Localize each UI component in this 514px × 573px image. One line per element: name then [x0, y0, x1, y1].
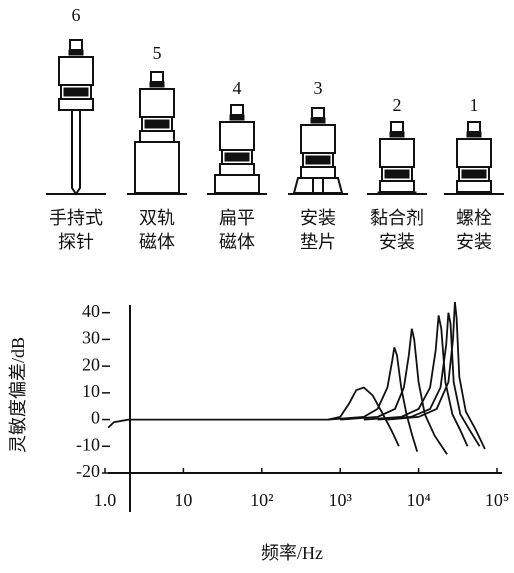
mount-label: 黏合剂: [370, 208, 424, 228]
band-dark: [64, 88, 88, 96]
connector: [391, 122, 403, 132]
response-curve: [387, 302, 485, 449]
connector-nut: [467, 132, 481, 137]
band-dark: [145, 120, 169, 128]
x-tick-label: 10²: [250, 490, 273, 510]
x-tick-label: 10⁵: [485, 490, 509, 510]
x-tick-label: 10: [174, 490, 192, 510]
response-curve: [378, 313, 480, 447]
pad-stud: [313, 178, 323, 193]
mount-number: 4: [233, 78, 242, 98]
band-dark: [385, 170, 409, 178]
body: [140, 89, 174, 117]
mount-label: 安装: [456, 232, 492, 252]
hex-base: [301, 167, 335, 178]
stud: [457, 192, 491, 193]
connector: [231, 105, 243, 115]
y-tick-label: -20: [76, 461, 100, 481]
adhesive: [378, 192, 416, 193]
mount-label: 磁体: [139, 232, 175, 252]
y-tick-label: -10: [76, 434, 100, 454]
mount-label: 螺栓: [456, 208, 492, 228]
body: [380, 139, 414, 167]
connector-nut: [69, 50, 83, 55]
mount-number: 6: [72, 5, 81, 25]
probe: [72, 110, 80, 194]
connector: [151, 72, 163, 82]
y-tick-label: 20: [82, 354, 100, 374]
y-tick-label: 30: [82, 328, 100, 348]
mount-number: 1: [470, 95, 479, 115]
magnet: [135, 142, 179, 193]
band-dark: [225, 153, 249, 161]
y-axis-label: 灵敏度偏差/dB: [8, 337, 28, 453]
x-axis-label: 频率/Hz: [261, 543, 323, 563]
mount-number: 5: [153, 43, 162, 63]
connector: [312, 108, 324, 118]
mount-label: 安装: [300, 208, 336, 228]
flat-magnet: [215, 175, 259, 193]
hex-base: [140, 131, 174, 142]
mount-number: 3: [314, 78, 323, 98]
mount-label: 垫片: [300, 232, 336, 252]
mount-number: 2: [393, 95, 402, 115]
hex-base: [380, 181, 414, 192]
mount-label: 磁体: [219, 232, 255, 252]
y-tick-label: 0: [91, 408, 100, 428]
mount-label: 安装: [379, 232, 415, 252]
connector-nut: [150, 82, 164, 87]
body: [220, 122, 254, 150]
connector: [468, 122, 480, 132]
band-dark: [462, 170, 486, 178]
response-curve: [328, 347, 417, 451]
connector-nut: [230, 115, 244, 120]
y-tick-label: 10: [82, 381, 100, 401]
hex-base: [220, 164, 254, 175]
hex-base: [457, 181, 491, 192]
x-tick-label: 10³: [328, 490, 352, 510]
body: [59, 57, 93, 85]
hex-base: [59, 99, 93, 110]
figure: 灵敏度偏差/dB 频率/Hz 6手持式探针5双轨磁体4扁平磁体3安装垫片2黏合剂…: [0, 0, 514, 573]
mount-label: 手持式: [49, 208, 103, 228]
mount-label: 双轨: [139, 208, 175, 228]
mount-label: 探针: [58, 232, 94, 252]
body: [301, 125, 335, 153]
y-tick-label: 40: [82, 301, 100, 321]
connector-nut: [390, 132, 404, 137]
mount-label: 扁平: [219, 208, 255, 228]
x-tick-label: 1.0: [94, 490, 117, 510]
x-tick-label: 10⁴: [406, 490, 430, 510]
connector: [70, 40, 82, 50]
band-dark: [306, 156, 330, 164]
connector-nut: [311, 118, 325, 123]
body: [457, 139, 491, 167]
